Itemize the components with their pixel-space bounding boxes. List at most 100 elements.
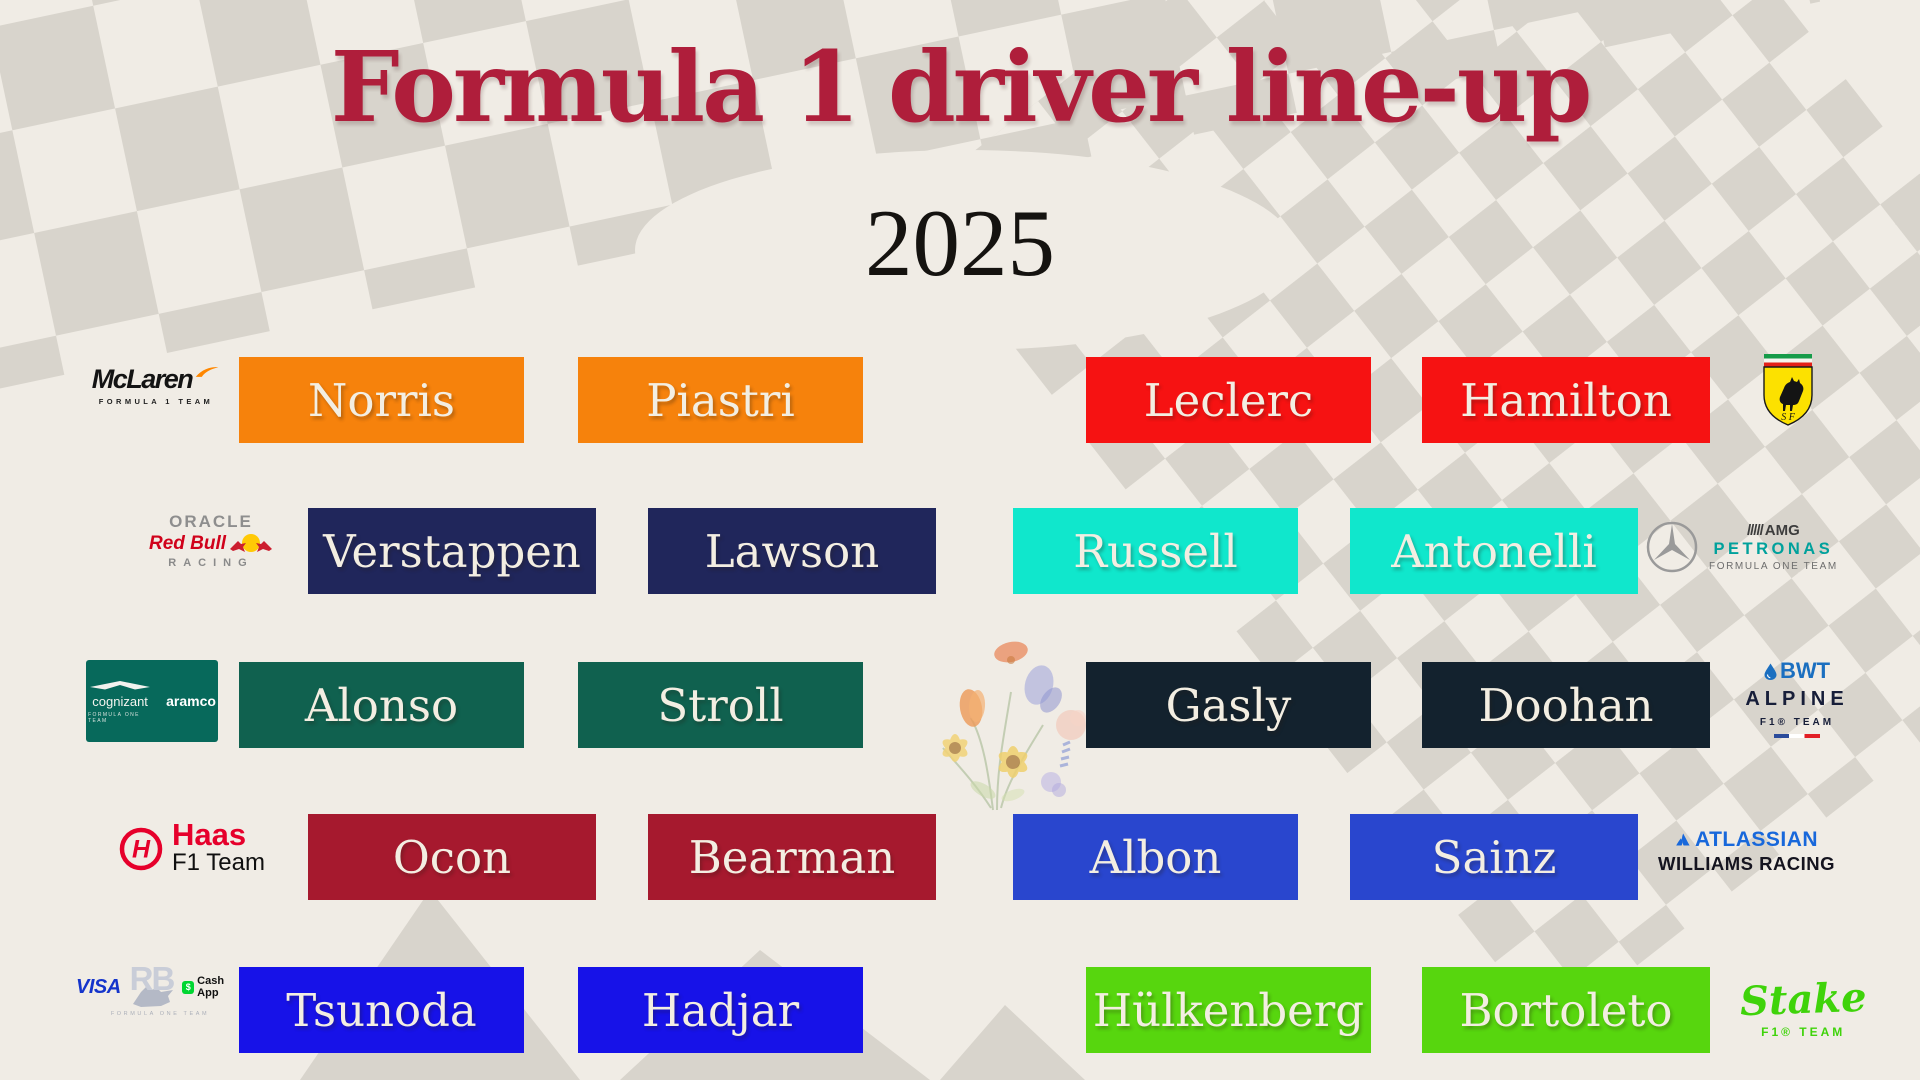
atlassian-text: ATLASSIAN — [1694, 828, 1819, 851]
aston-martin-subtitle: FORMULA ONE TEAM — [88, 711, 140, 724]
mercedes-subtitle: FORMULA ONE TEAM — [1709, 561, 1838, 572]
amg-text: /////AMG — [1747, 522, 1800, 539]
ferrari-logo: S F — [1756, 352, 1820, 430]
driver-name: Doohan — [1478, 678, 1654, 732]
stake-subtitle: F1® TEAM — [1761, 1025, 1846, 1039]
driver-name: Piastri — [646, 373, 795, 427]
bwt-text: BWT — [1779, 658, 1831, 683]
driver-box-piastri: Piastri — [578, 357, 863, 443]
driver-box-leclerc: Leclerc — [1086, 357, 1371, 443]
bwt-droplet-icon — [1764, 663, 1777, 680]
amg-label: AMG — [1764, 522, 1800, 539]
red-bull-name: Red Bull — [148, 533, 227, 554]
driver-name: Hülkenberg — [1092, 983, 1365, 1037]
driver-name: Albon — [1089, 830, 1222, 884]
aramco-sponsor-text: aramco — [166, 693, 216, 709]
racing-text: RACING — [168, 557, 254, 569]
driver-box-verstappen: Verstappen — [308, 508, 596, 594]
french-flag-stripe — [1774, 734, 1820, 738]
flower-bouquet-decoration — [942, 641, 1086, 811]
driver-name: Ocon — [392, 830, 512, 884]
amg-slashes: ///// — [1746, 522, 1764, 539]
haas-logo: H Haas F1 Team — [118, 817, 265, 877]
mclaren-speedmark-icon — [195, 367, 219, 377]
driver-box-hulkenberg: Hülkenberg — [1086, 967, 1371, 1053]
driver-name: Stroll — [657, 678, 784, 732]
mercedes-logo: /////AMG PETRONAS FORMULA ONE TEAM — [1645, 520, 1838, 574]
aston-martin-left-block: cognizant FORMULA ONE TEAM — [88, 679, 152, 724]
driver-box-stroll: Stroll — [578, 662, 863, 748]
haas-name: Haas — [172, 817, 247, 852]
petronas-text: PETRONAS — [1713, 540, 1834, 558]
rb-text: RB — [129, 960, 176, 997]
mclaren-name: McLaren — [91, 364, 194, 394]
mclaren-wordmark: McLaren — [92, 366, 221, 393]
driver-box-gasly: Gasly — [1086, 662, 1371, 748]
haas-subtitle: F1 Team — [172, 849, 265, 877]
driver-box-bortoleto: Bortoleto — [1422, 967, 1710, 1053]
cognizant-sponsor-text: cognizant — [92, 693, 148, 709]
driver-name: Sainz — [1431, 830, 1557, 884]
driver-name: Leclerc — [1143, 373, 1314, 427]
driver-box-hadjar: Hadjar — [578, 967, 863, 1053]
atlassian-icon — [1676, 833, 1690, 846]
haas-wordmark: Haas F1 Team — [172, 817, 265, 877]
rb-bull-icon — [132, 986, 173, 1007]
ferrari-shield-icon: S F — [1763, 354, 1813, 426]
mercedes-wordmark: /////AMG PETRONAS FORMULA ONE TEAM — [1709, 522, 1838, 572]
oracle-sponsor-text: ORACLE — [169, 512, 253, 531]
red-bull-wordmark: Red Bull — [149, 533, 273, 555]
driver-box-albon: Albon — [1013, 814, 1298, 900]
driver-box-russell: Russell — [1013, 508, 1298, 594]
cash-app-wordmark: $ Cash App — [182, 975, 244, 999]
cash-app-icon: $ — [182, 980, 195, 994]
visa-cash-app-rb-logo: VISA RB $ Cash App FORMULA ONE TEAM — [76, 960, 244, 1017]
driver-box-bearman: Bearman — [648, 814, 936, 900]
mclaren-logo: McLaren FORMULA 1 TEAM — [86, 366, 226, 406]
ferrari-initials: S F — [1781, 412, 1796, 423]
driver-name: Norris — [308, 373, 455, 427]
driver-box-tsunoda: Tsunoda — [239, 967, 524, 1053]
stake-logo: Stake F1® TEAM — [1739, 973, 1868, 1039]
mclaren-subtitle: FORMULA 1 TEAM — [98, 397, 214, 406]
svg-text:H: H — [132, 835, 151, 863]
driver-box-hamilton: Hamilton — [1422, 357, 1710, 443]
page-title: Formula 1 driver line-up — [330, 30, 1593, 144]
red-bull-bulls-icon — [230, 534, 273, 552]
driver-box-ocon: Ocon — [308, 814, 596, 900]
visa-rb-row: VISA RB $ Cash App — [76, 960, 244, 1010]
aston-martin-logo: cognizant FORMULA ONE TEAM aramco — [86, 660, 218, 742]
cash-app-text: Cash App — [197, 975, 225, 999]
driver-name: Alonso — [304, 678, 459, 732]
driver-name: Bortoleto — [1459, 983, 1673, 1037]
driver-box-antonelli: Antonelli — [1350, 508, 1638, 594]
season-year: 2025 — [865, 190, 1055, 296]
red-bull-logo: ORACLE Red Bull RACING — [136, 512, 286, 569]
driver-name: Tsunoda — [286, 983, 477, 1037]
aston-martin-wings-icon — [90, 680, 151, 689]
williams-logo: ATLASSIAN WILLIAMS RACING — [1658, 828, 1835, 875]
rb-subtitle: FORMULA ONE TEAM — [110, 1011, 210, 1017]
alpine-logo: BWT ALPINE F1® TEAM — [1734, 658, 1860, 738]
alpine-subtitle: F1® TEAM — [1759, 717, 1835, 728]
driver-name: Bearman — [688, 830, 896, 884]
driver-name: Antonelli — [1391, 524, 1597, 578]
driver-name: Russell — [1073, 524, 1238, 578]
driver-name: Hamilton — [1460, 373, 1672, 427]
bwt-wordmark: BWT — [1764, 658, 1830, 684]
driver-box-sainz: Sainz — [1350, 814, 1638, 900]
driver-box-doohan: Doohan — [1422, 662, 1710, 748]
haas-mark-icon: H — [119, 827, 163, 870]
driver-name: Gasly — [1165, 678, 1292, 732]
driver-box-lawson: Lawson — [648, 508, 936, 594]
stake-name: Stake — [1739, 973, 1868, 1026]
driver-box-alonso: Alonso — [239, 662, 524, 748]
alpine-name: ALPINE — [1745, 688, 1849, 710]
rb-mark: RB — [125, 960, 179, 1010]
visa-text: VISA — [76, 975, 121, 998]
driver-name: Hadjar — [641, 983, 800, 1037]
mercedes-star-icon — [1646, 521, 1698, 573]
driver-box-norris: Norris — [239, 357, 524, 443]
driver-name: Lawson — [704, 524, 880, 578]
